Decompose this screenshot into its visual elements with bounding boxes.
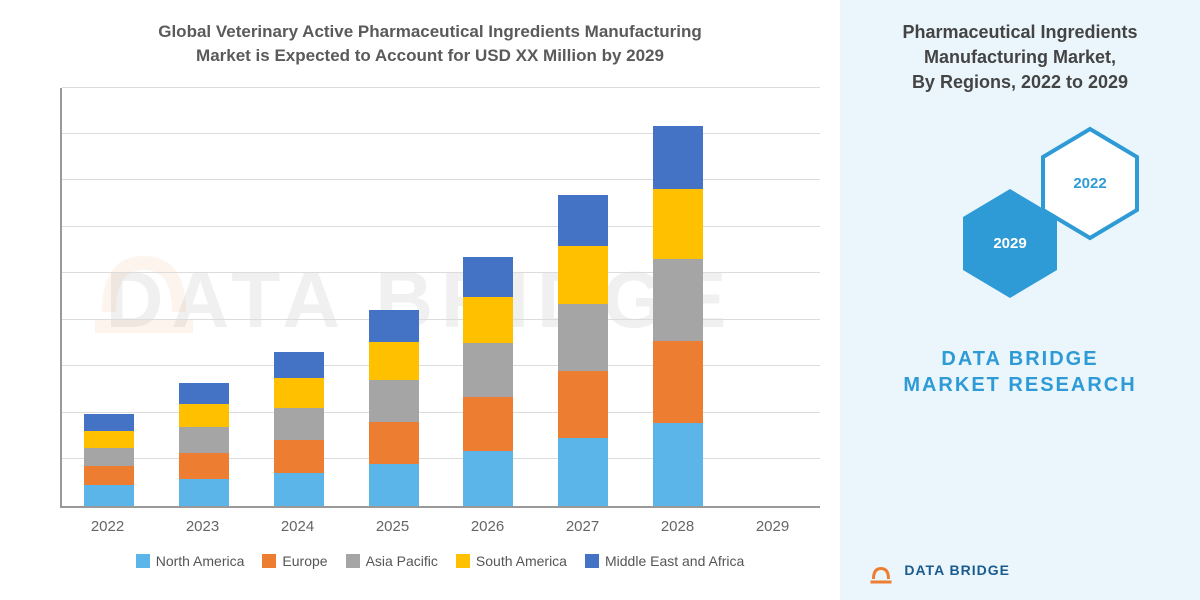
legend-item: Middle East and Africa — [585, 553, 744, 569]
footer-logo-icon — [866, 555, 896, 585]
legend-swatch — [136, 554, 150, 568]
bar-segment — [84, 485, 134, 506]
hexagon-graphic: 2022 2029 — [860, 116, 1180, 336]
bar-segment — [463, 297, 513, 344]
bar-segment — [84, 431, 134, 448]
bar-segment — [653, 189, 703, 259]
bar-slot — [441, 257, 536, 505]
bar-segment — [369, 380, 419, 422]
brand-text: DATA BRIDGE MARKET RESEARCH — [860, 346, 1180, 398]
bar-segment — [653, 126, 703, 189]
legend-label: Asia Pacific — [366, 553, 438, 569]
legend-item: South America — [456, 553, 567, 569]
bar-segment — [369, 464, 419, 506]
legend-swatch — [346, 554, 360, 568]
legend-label: Europe — [282, 553, 327, 569]
bar-stack — [179, 383, 229, 505]
bar-segment — [274, 378, 324, 408]
bar-segment — [369, 310, 419, 343]
bar-slot — [346, 310, 441, 506]
bar-segment — [558, 304, 608, 371]
legend-swatch — [262, 554, 276, 568]
bar-segment — [653, 423, 703, 505]
x-axis-label: 2023 — [155, 508, 250, 535]
footer-logo: DATA BRIDGE — [866, 555, 1010, 585]
legend-item: North America — [136, 553, 245, 569]
brand-line2: MARKET RESEARCH — [903, 374, 1136, 396]
bar-segment — [369, 422, 419, 464]
x-axis-label: 2029 — [725, 508, 820, 535]
x-axis-labels: 20222023202420252026202720282029 — [60, 508, 820, 535]
bar-segment — [653, 259, 703, 341]
legend-item: Europe — [262, 553, 327, 569]
chart-title-line2: Market is Expected to Account for USD XX… — [196, 46, 664, 65]
bar-segment — [558, 246, 608, 304]
bar-segment — [369, 342, 419, 379]
bar-segment — [274, 440, 324, 473]
x-axis-label: 2026 — [440, 508, 535, 535]
bar-segment — [179, 479, 229, 505]
bar-segment — [179, 427, 229, 453]
bar-stack — [558, 195, 608, 506]
bar-segment — [179, 383, 229, 404]
legend-label: North America — [156, 553, 245, 569]
bar-slot — [157, 383, 252, 505]
legend-label: Middle East and Africa — [605, 553, 744, 569]
bar-stack — [274, 352, 324, 506]
legend: North America Europe Asia Pacific South Ame… — [60, 553, 820, 569]
bar-segment — [653, 341, 703, 423]
bar-stack — [84, 414, 134, 505]
x-axis-label: 2022 — [60, 508, 155, 535]
side-title: Pharmaceutical Ingredients Manufacturing… — [860, 20, 1180, 96]
bar-segment — [558, 195, 608, 246]
bar-segment — [558, 371, 608, 438]
side-panel: Pharmaceutical Ingredients Manufacturing… — [840, 0, 1200, 600]
bar-segment — [274, 408, 324, 441]
bar-segment — [179, 453, 229, 479]
bar-stack — [369, 310, 419, 506]
x-axis-label: 2024 — [250, 508, 345, 535]
bar-slot — [631, 126, 726, 506]
legend-swatch — [585, 554, 599, 568]
legend-label: South America — [476, 553, 567, 569]
side-title-line2: Manufacturing Market, — [924, 47, 1116, 67]
bar-segment — [463, 397, 513, 451]
hexagon-2029-label: 2029 — [993, 235, 1026, 252]
bar-segment — [84, 414, 134, 431]
plot-area — [60, 88, 820, 508]
hexagon-2022-label: 2022 — [1073, 175, 1106, 192]
bar-stack — [653, 126, 703, 506]
bar-segment — [84, 466, 134, 485]
footer-logo-text: DATA BRIDGE — [904, 562, 1010, 578]
bar-segment — [179, 404, 229, 427]
bar-segment — [558, 438, 608, 505]
bar-segment — [463, 451, 513, 505]
chart-title-line1: Global Veterinary Active Pharmaceutical … — [158, 22, 702, 41]
x-axis-label: 2025 — [345, 508, 440, 535]
bar-slot — [252, 352, 347, 506]
side-title-line1: Pharmaceutical Ingredients — [902, 22, 1137, 42]
chart-title: Global Veterinary Active Pharmaceutical … — [40, 20, 820, 68]
legend-swatch — [456, 554, 470, 568]
bar-slot — [62, 414, 157, 505]
bar-segment — [463, 257, 513, 296]
legend-item: Asia Pacific — [346, 553, 438, 569]
chart-container: Global Veterinary Active Pharmaceutical … — [40, 20, 820, 580]
bar-segment — [84, 448, 134, 467]
hexagon-2029: 2029 — [960, 186, 1060, 301]
x-axis-label: 2028 — [630, 508, 725, 535]
bar-segment — [463, 343, 513, 397]
brand-line1: DATA BRIDGE — [941, 348, 1098, 370]
x-axis-label: 2027 — [535, 508, 630, 535]
bar-slot — [536, 195, 631, 506]
bars-container — [62, 88, 820, 506]
side-title-line3: By Regions, 2022 to 2029 — [912, 72, 1128, 92]
bar-segment — [274, 473, 324, 506]
bar-stack — [463, 257, 513, 505]
bar-segment — [274, 352, 324, 378]
